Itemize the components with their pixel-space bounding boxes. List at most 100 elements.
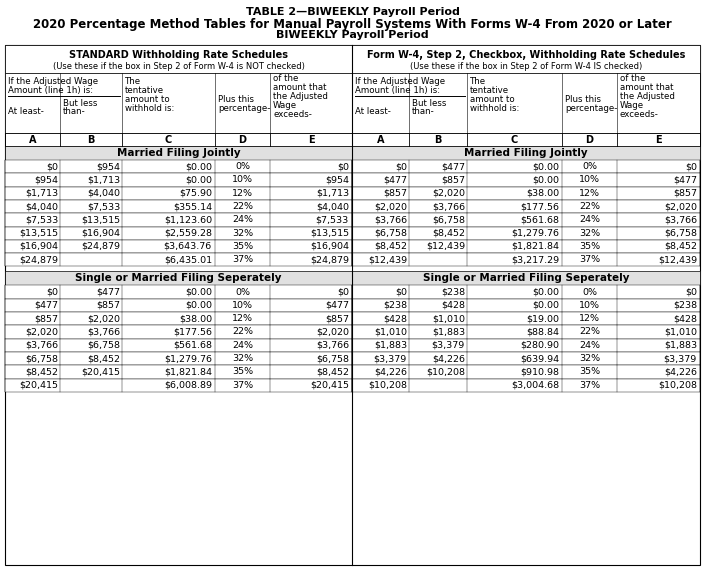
Text: $477: $477 bbox=[96, 287, 120, 296]
Text: 37%: 37% bbox=[232, 255, 253, 264]
Bar bbox=[5, 325, 352, 339]
Text: If the Adjusted Wage: If the Adjusted Wage bbox=[8, 76, 98, 85]
Text: $8,452: $8,452 bbox=[432, 229, 465, 238]
Text: $3,643.76: $3,643.76 bbox=[164, 242, 212, 251]
Text: D: D bbox=[585, 134, 594, 145]
Text: $561.68: $561.68 bbox=[173, 341, 212, 350]
Text: $6,758: $6,758 bbox=[664, 229, 697, 238]
Text: 35%: 35% bbox=[232, 242, 253, 251]
Text: $0.00: $0.00 bbox=[185, 162, 212, 171]
Text: Plus this: Plus this bbox=[218, 94, 254, 104]
Bar bbox=[5, 160, 352, 174]
Text: A: A bbox=[376, 134, 384, 145]
Bar bbox=[5, 213, 352, 226]
Text: 22%: 22% bbox=[232, 327, 253, 336]
Text: $6,008.89: $6,008.89 bbox=[164, 381, 212, 390]
Text: 35%: 35% bbox=[579, 242, 600, 251]
Text: $639.94: $639.94 bbox=[520, 354, 559, 363]
Bar bbox=[5, 352, 352, 365]
Bar bbox=[5, 45, 352, 73]
Text: 32%: 32% bbox=[579, 229, 600, 238]
Bar bbox=[5, 174, 352, 187]
Text: 10%: 10% bbox=[579, 175, 600, 184]
Text: $1,010: $1,010 bbox=[432, 314, 465, 323]
Text: $0.00: $0.00 bbox=[532, 301, 559, 310]
Text: 32%: 32% bbox=[579, 354, 600, 363]
Text: Form W-4, Step 2, Checkbox, Withholding Rate Schedules: Form W-4, Step 2, Checkbox, Withholding … bbox=[367, 50, 685, 60]
Text: $8,452: $8,452 bbox=[316, 368, 349, 376]
Text: $355.14: $355.14 bbox=[173, 202, 212, 211]
Text: $177.56: $177.56 bbox=[173, 327, 212, 336]
Bar bbox=[352, 339, 700, 352]
Text: exceeds-: exceeds- bbox=[620, 109, 659, 118]
Text: Married Filing Jointly: Married Filing Jointly bbox=[464, 148, 588, 158]
Bar bbox=[5, 378, 352, 392]
Bar bbox=[352, 378, 700, 392]
Text: $954: $954 bbox=[325, 175, 349, 184]
Text: $0.00: $0.00 bbox=[185, 287, 212, 296]
Text: $6,758: $6,758 bbox=[87, 341, 120, 350]
Text: $7,533: $7,533 bbox=[87, 202, 120, 211]
Text: $954: $954 bbox=[96, 162, 120, 171]
Text: $0.00: $0.00 bbox=[532, 175, 559, 184]
Text: 0%: 0% bbox=[235, 287, 250, 296]
Text: $1,883: $1,883 bbox=[374, 341, 407, 350]
Text: TABLE 2—BIWEEKLY Payroll Period: TABLE 2—BIWEEKLY Payroll Period bbox=[245, 7, 460, 17]
Text: $177.56: $177.56 bbox=[520, 202, 559, 211]
Bar bbox=[5, 73, 352, 133]
Text: $857: $857 bbox=[325, 314, 349, 323]
Text: $3,217.29: $3,217.29 bbox=[511, 255, 559, 264]
Bar bbox=[352, 45, 700, 73]
Text: $857: $857 bbox=[673, 189, 697, 198]
Bar bbox=[5, 200, 352, 213]
Text: $4,040: $4,040 bbox=[25, 202, 58, 211]
Text: $2,020: $2,020 bbox=[87, 314, 120, 323]
Text: 35%: 35% bbox=[232, 368, 253, 376]
Text: $6,758: $6,758 bbox=[374, 229, 407, 238]
Text: If the Adjusted Wage: If the Adjusted Wage bbox=[355, 76, 445, 85]
Text: Plus this: Plus this bbox=[565, 94, 601, 104]
Text: E: E bbox=[655, 134, 662, 145]
Text: 12%: 12% bbox=[232, 189, 253, 198]
Text: Wage: Wage bbox=[620, 101, 644, 109]
Text: $7,533: $7,533 bbox=[25, 215, 58, 224]
Text: amount to: amount to bbox=[125, 94, 170, 104]
Text: $428: $428 bbox=[673, 314, 697, 323]
Text: $1,821.84: $1,821.84 bbox=[511, 242, 559, 251]
Bar bbox=[352, 226, 700, 240]
Text: $280.90: $280.90 bbox=[520, 341, 559, 350]
Text: Single or Married Filing Seperately: Single or Married Filing Seperately bbox=[75, 273, 282, 283]
Text: 22%: 22% bbox=[579, 327, 600, 336]
Text: amount that: amount that bbox=[273, 83, 326, 92]
Text: $238: $238 bbox=[441, 287, 465, 296]
Text: But less: But less bbox=[412, 98, 446, 108]
Text: 2020 Percentage Method Tables for Manual Payroll Systems With Forms W-4 From 202: 2020 Percentage Method Tables for Manual… bbox=[33, 18, 672, 31]
Text: At least-: At least- bbox=[8, 106, 44, 116]
Text: 22%: 22% bbox=[579, 202, 600, 211]
Bar bbox=[5, 339, 352, 352]
Text: $857: $857 bbox=[441, 175, 465, 184]
Text: $0: $0 bbox=[337, 287, 349, 296]
Text: $3,766: $3,766 bbox=[374, 215, 407, 224]
Text: $6,435.01: $6,435.01 bbox=[164, 255, 212, 264]
Text: B: B bbox=[434, 134, 442, 145]
Text: $1,883: $1,883 bbox=[432, 327, 465, 336]
Bar bbox=[5, 312, 352, 325]
Text: BIWEEKLY Payroll Period: BIWEEKLY Payroll Period bbox=[276, 30, 429, 40]
Text: 12%: 12% bbox=[579, 314, 600, 323]
Text: $8,452: $8,452 bbox=[374, 242, 407, 251]
Bar bbox=[352, 271, 700, 286]
Bar bbox=[5, 299, 352, 312]
Text: $16,904: $16,904 bbox=[81, 229, 120, 238]
Text: $13,515: $13,515 bbox=[310, 229, 349, 238]
Text: $4,226: $4,226 bbox=[374, 368, 407, 376]
Text: $1,279.76: $1,279.76 bbox=[511, 229, 559, 238]
Text: $0.00: $0.00 bbox=[185, 301, 212, 310]
Text: withhold is:: withhold is: bbox=[470, 104, 520, 113]
Text: $3,766: $3,766 bbox=[664, 215, 697, 224]
Text: 24%: 24% bbox=[232, 341, 253, 350]
Text: $2,020: $2,020 bbox=[432, 189, 465, 198]
Text: Amount (line 1h) is:: Amount (line 1h) is: bbox=[355, 85, 440, 94]
Text: $6,758: $6,758 bbox=[316, 354, 349, 363]
Text: $16,904: $16,904 bbox=[310, 242, 349, 251]
